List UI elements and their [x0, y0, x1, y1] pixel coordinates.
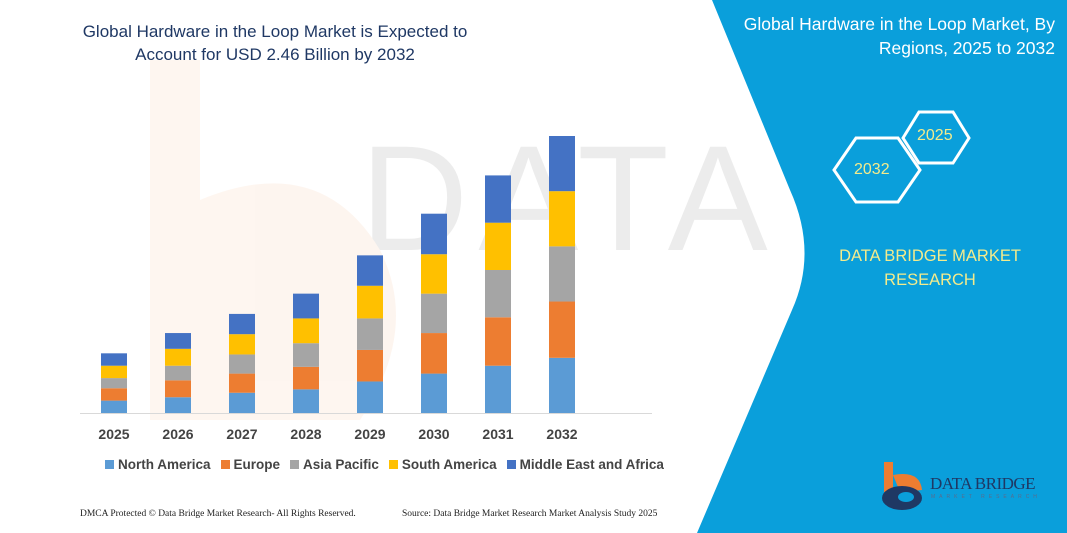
legend-label: South America	[401, 457, 497, 472]
legend-item: Europe	[220, 457, 281, 472]
bar-segment-2029-asia-pacific	[357, 318, 383, 350]
logo-subtext: MARKET RESEARCH	[931, 494, 1041, 500]
legend-swatch	[290, 460, 300, 469]
panel-title: Global Hardware in the Loop Market, By R…	[743, 14, 1055, 58]
legend-item: Middle East and Africa	[506, 457, 664, 472]
bar-segment-2031-north-america	[485, 365, 511, 413]
legend-item: Asia Pacific	[290, 457, 379, 472]
bar-segment-2025-asia-pacific	[101, 378, 127, 389]
logo-text: DATA BRIDGE	[930, 474, 1036, 493]
bar-segment-2031-europe	[485, 317, 511, 366]
x-tick-label: 2029	[354, 426, 385, 442]
legend-label: Middle East and Africa	[519, 457, 664, 472]
bar-segment-2030-asia-pacific	[421, 293, 447, 334]
bar-segment-2030-middle-east-and-africa	[421, 213, 447, 255]
x-tick-label: 2025	[98, 426, 129, 442]
footer-copyright: DMCA Protected © Data Bridge Market Rese…	[80, 509, 356, 519]
legend-item: South America	[388, 457, 497, 472]
bar-segment-2032-europe	[549, 301, 575, 358]
bar-segment-2026-europe	[165, 380, 191, 398]
bar-segment-2026-asia-pacific	[165, 365, 191, 381]
bar-segment-2028-south-america	[293, 318, 319, 344]
bar-segment-2032-north-america	[549, 357, 575, 413]
bar-segment-2027-north-america	[229, 392, 255, 413]
bar-segment-2025-south-america	[101, 365, 127, 379]
bar-segment-2030-europe	[421, 333, 447, 374]
bar-segment-2031-middle-east-and-africa	[485, 175, 511, 223]
bar-segment-2025-north-america	[101, 400, 127, 413]
bar-segment-2027-asia-pacific	[229, 354, 255, 374]
bar-segment-2029-south-america	[357, 285, 383, 319]
bar-segment-2032-south-america	[549, 191, 575, 247]
x-tick-label: 2028	[290, 426, 321, 442]
bar-segment-2027-south-america	[229, 334, 255, 355]
bar-segment-2028-middle-east-and-africa	[293, 293, 319, 319]
bar-segment-2030-south-america	[421, 254, 447, 294]
legend-item: North America	[105, 457, 211, 472]
x-tick-label: 2030	[418, 426, 449, 442]
legend-swatch	[388, 460, 398, 469]
bar-segment-2028-asia-pacific	[293, 343, 319, 367]
footer-source: Source: Data Bridge Market Research Mark…	[402, 509, 658, 519]
bar-segment-2028-north-america	[293, 389, 319, 413]
bar-segment-2029-middle-east-and-africa	[357, 255, 383, 286]
legend-swatch	[220, 460, 230, 469]
x-tick-label: 2026	[162, 426, 193, 442]
legend-label: Asia Pacific	[303, 457, 379, 472]
legend-swatch	[506, 460, 516, 469]
bar-segment-2032-asia-pacific	[549, 246, 575, 302]
x-tick-label: 2027	[226, 426, 257, 442]
hexagon-2032	[832, 136, 922, 204]
bar-segment-2026-south-america	[165, 348, 191, 366]
hex-start-year: 2025	[917, 127, 953, 144]
x-tick-label: 2031	[482, 426, 513, 442]
legend-label: North America	[118, 457, 211, 472]
stacked-bar-chart: 2025 2026 2027 2028 2029 2030 2031 2032	[80, 136, 652, 442]
bar-segment-2031-south-america	[485, 222, 511, 270]
hexagon-2025	[901, 110, 971, 165]
legend-label: Europe	[233, 457, 281, 472]
bar-segment-2027-europe	[229, 373, 255, 393]
bar-segment-2026-north-america	[165, 397, 191, 413]
hex-end-year: 2032	[854, 161, 890, 178]
legend: North America Europe Asia Pacific South …	[105, 457, 664, 472]
brand-text: DATA BRIDGE MARKET RESEARCH	[839, 247, 1021, 289]
bar-segment-2026-middle-east-and-africa	[165, 333, 191, 349]
chart-title: Global Hardware in the Loop Market is Ex…	[82, 22, 468, 64]
bar-segment-2029-north-america	[357, 381, 383, 413]
bar-segment-2032-middle-east-and-africa	[549, 136, 575, 192]
bar-segment-2025-europe	[101, 388, 127, 401]
bar-segment-2028-europe	[293, 366, 319, 390]
bar-segment-2029-europe	[357, 349, 383, 382]
legend-swatch	[105, 460, 114, 469]
bar-segment-2030-north-america	[421, 373, 447, 413]
logo-icon	[882, 462, 922, 510]
x-tick-label: 2032	[546, 426, 577, 442]
bar-segment-2025-middle-east-and-africa	[101, 353, 127, 366]
side-panel	[697, 0, 1067, 533]
bar-segment-2031-asia-pacific	[485, 269, 511, 318]
bar-segment-2027-middle-east-and-africa	[229, 313, 255, 335]
